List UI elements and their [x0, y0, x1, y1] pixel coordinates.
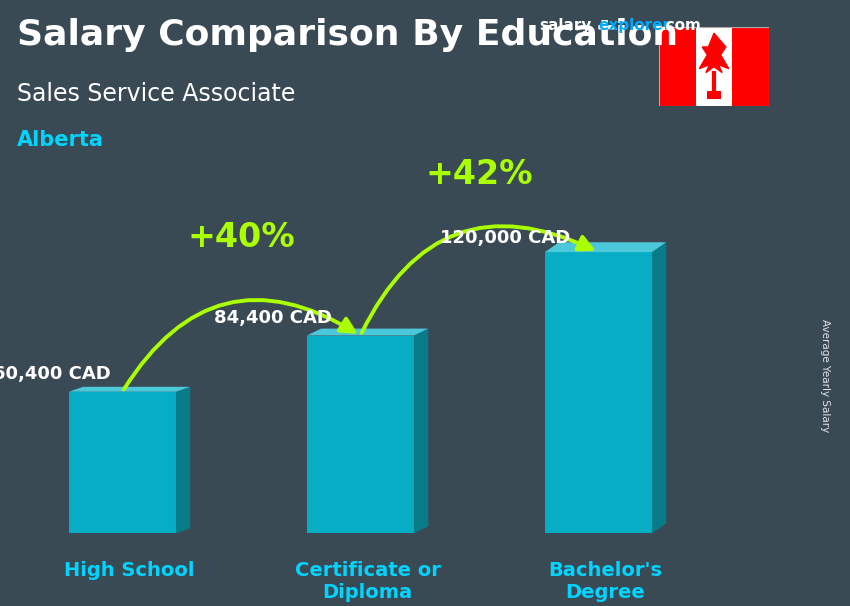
Polygon shape [545, 242, 666, 252]
Polygon shape [652, 242, 666, 533]
Text: Sales Service Associate: Sales Service Associate [17, 82, 296, 106]
Text: Salary Comparison By Education: Salary Comparison By Education [17, 18, 678, 52]
Text: Bachelor's
Degree: Bachelor's Degree [548, 561, 662, 602]
Bar [733, 27, 769, 106]
Text: 60,400 CAD: 60,400 CAD [0, 365, 110, 383]
Text: +42%: +42% [426, 158, 533, 191]
Text: 84,400 CAD: 84,400 CAD [214, 309, 332, 327]
Text: Certificate or
Diploma: Certificate or Diploma [295, 561, 440, 602]
Text: +40%: +40% [188, 221, 295, 253]
Text: .com: .com [660, 18, 701, 33]
Polygon shape [414, 328, 428, 533]
Polygon shape [307, 328, 428, 336]
Text: Alberta: Alberta [17, 130, 104, 150]
Text: salary: salary [540, 18, 592, 33]
Text: explorer: explorer [598, 18, 671, 33]
Polygon shape [69, 387, 190, 391]
Text: High School: High School [65, 561, 195, 581]
Polygon shape [69, 391, 176, 533]
Polygon shape [700, 33, 728, 73]
Bar [706, 91, 722, 99]
Polygon shape [545, 252, 652, 533]
Text: Average Yearly Salary: Average Yearly Salary [819, 319, 830, 432]
Polygon shape [176, 387, 190, 533]
Text: 120,000 CAD: 120,000 CAD [439, 229, 570, 247]
Polygon shape [307, 336, 414, 533]
Bar [695, 27, 733, 106]
Bar [659, 27, 695, 106]
